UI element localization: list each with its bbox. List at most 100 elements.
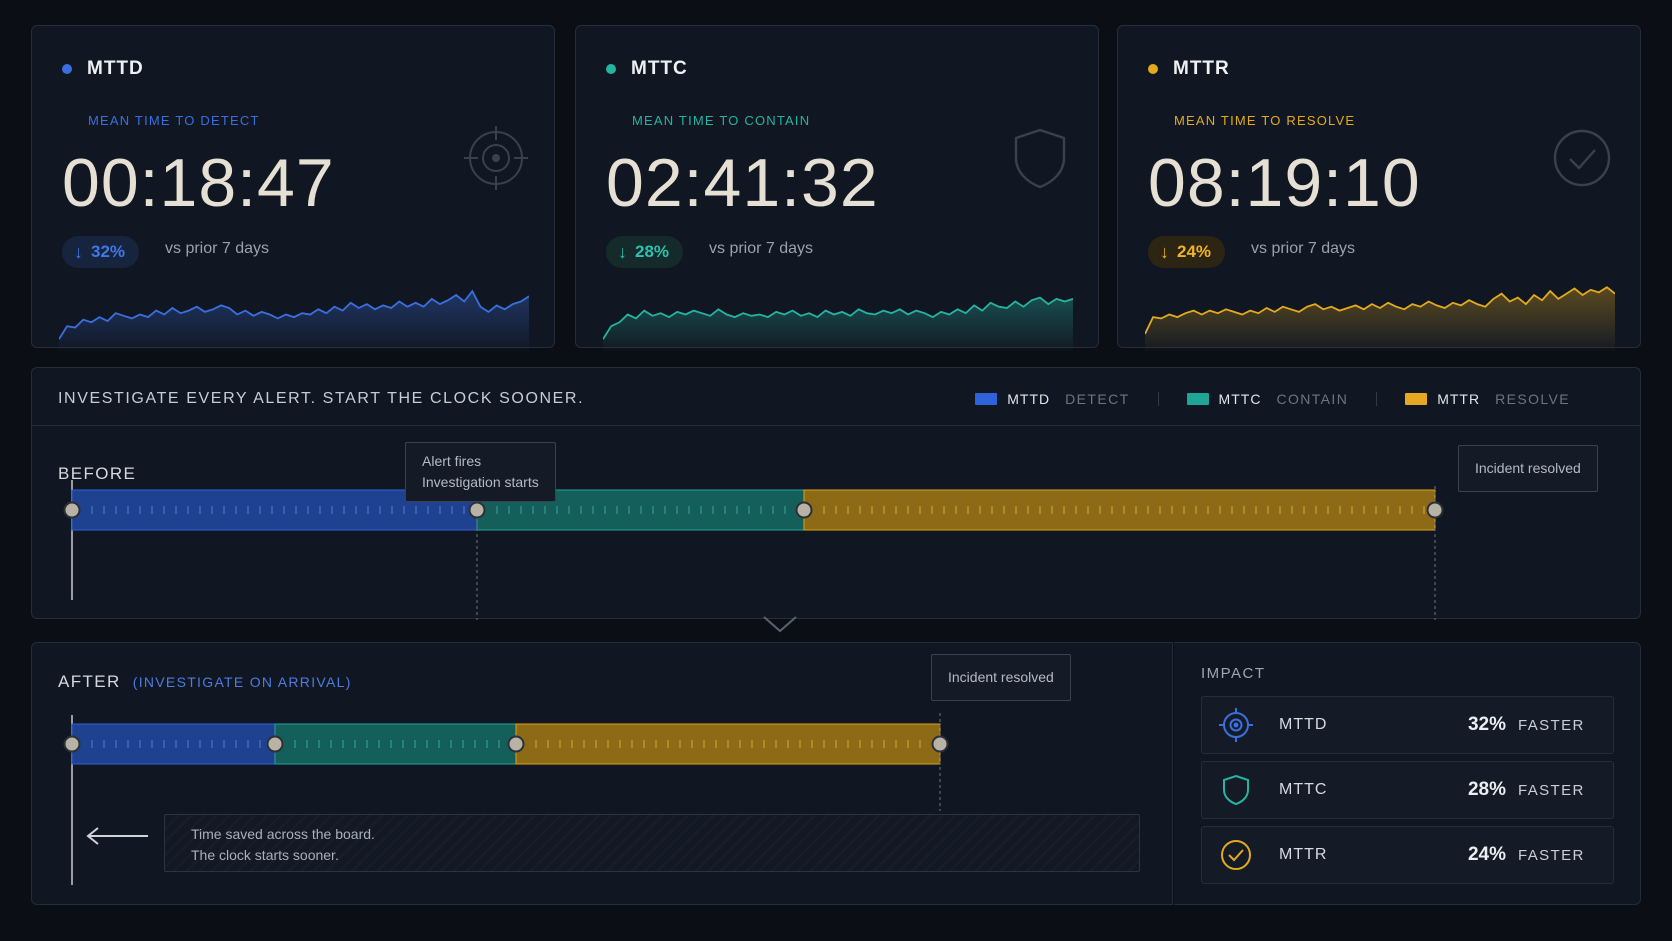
shield-icon <box>1014 128 1066 189</box>
callout-line: Investigation starts <box>422 474 539 490</box>
sparkline-chart <box>1145 286 1615 351</box>
legend-swatch <box>1405 393 1428 405</box>
delta-note: vs prior 7 days <box>1251 240 1356 257</box>
impact-row-mttr: MTTR 24% FASTER <box>1201 826 1614 884</box>
legend-abbr: MTTC <box>1218 391 1262 407</box>
impact-word: FASTER <box>1518 846 1585 864</box>
legend-item-contain: MTTC CONTAIN <box>1186 391 1349 407</box>
impact-word: FASTER <box>1518 781 1585 799</box>
legend-word: DETECT <box>1065 391 1130 407</box>
kpi-card-mttc: MTTC MEAN TIME TO CONTAIN 02:41:32 ↓ 28%… <box>575 25 1099 351</box>
impact-pct: 32% <box>1467 714 1506 735</box>
callout-line: Alert fires <box>422 453 482 469</box>
chevron-down-icon <box>763 616 797 633</box>
impact-pct: 28% <box>1467 779 1506 800</box>
kpi-header: MTTR <box>1148 58 1230 80</box>
timeline-node <box>266 735 284 753</box>
after-sublabel: (INVESTIGATE ON ARRIVAL) <box>132 674 352 690</box>
kpi-abbr: MTTR <box>1173 58 1230 79</box>
saved-line: Time saved across the board. <box>191 826 375 842</box>
kpi-header: MTTC <box>606 58 688 80</box>
legend-word: CONTAIN <box>1276 391 1349 407</box>
timeline-node <box>63 501 81 519</box>
callout-incident-resolved: Incident resolved <box>931 654 1071 701</box>
impact-name: MTTR <box>1279 846 1328 863</box>
impact-pct: 24% <box>1467 844 1506 865</box>
timeline-node <box>468 501 486 519</box>
impact-row-mttc: MTTC 28% FASTER <box>1201 761 1614 819</box>
legend-word: RESOLVE <box>1495 391 1570 407</box>
callout-line: Incident resolved <box>1475 460 1581 476</box>
impact-row-mttd: MTTD 32% FASTER <box>1201 696 1614 754</box>
sparkline-area <box>59 291 529 351</box>
legend-swatch <box>975 393 998 405</box>
impact-panel: IMPACT MTTD 32% FASTER MTTC 28% FASTER M… <box>1174 642 1641 905</box>
delta-value: 28% <box>635 242 670 261</box>
legend-swatch <box>1186 393 1209 405</box>
sparkline-chart <box>603 296 1073 351</box>
target-icon <box>1219 708 1253 742</box>
arrow-down-icon: ↓ <box>74 241 83 262</box>
after-label: AFTER <box>58 672 121 691</box>
impact-name: MTTD <box>1279 716 1328 733</box>
legend-item-detect: MTTD DETECT <box>975 391 1129 407</box>
delta-badge: ↓ 28% <box>606 236 684 268</box>
delta-note: vs prior 7 days <box>709 240 814 257</box>
kpi-full-name: MEAN TIME TO DETECT <box>88 113 260 128</box>
segment-contain <box>274 723 517 765</box>
delta-value: 24% <box>1177 242 1212 261</box>
time-saved-note: Time saved across the board. The clock s… <box>164 814 1140 872</box>
legend: MTTD DETECT MTTC CONTAIN MTTR RESOLVE <box>975 391 1570 407</box>
after-panel: AFTER (INVESTIGATE ON ARRIVAL) Incident r… <box>31 642 1173 905</box>
legend-item-resolve: MTTR RESOLVE <box>1405 391 1570 407</box>
status-dot <box>1148 64 1158 74</box>
callout-alert-fires: Alert fires Investigation starts <box>405 442 556 502</box>
before-panel: INVESTIGATE EVERY ALERT. START THE CLOCK… <box>31 367 1641 620</box>
target-icon <box>464 126 528 190</box>
kpi-time-value: 08:19:10 <box>1148 145 1421 221</box>
callout-incident-resolved: Incident resolved <box>1458 445 1598 492</box>
delta-badge: ↓ 32% <box>62 236 140 268</box>
delta-badge: ↓ 24% <box>1148 236 1226 268</box>
legend-divider <box>1376 392 1378 406</box>
before-label: BEFORE <box>58 464 137 483</box>
kpi-card-mttd: MTTD MEAN TIME TO DETECT 00:18:47 ↓ 32% … <box>31 25 555 351</box>
impact-word: FASTER <box>1518 716 1585 734</box>
kpi-abbr: MTTD <box>87 58 144 79</box>
impact-name: MTTC <box>1279 781 1328 798</box>
sparkline-area <box>1145 287 1615 351</box>
legend-abbr: MTTD <box>1007 391 1051 407</box>
timeline-node <box>795 501 813 519</box>
delta-note: vs prior 7 days <box>165 240 270 257</box>
timeline-node <box>63 735 81 753</box>
sparkline-line <box>1145 286 1615 335</box>
after-timeline <box>63 713 949 885</box>
impact-title: IMPACT <box>1201 665 1266 682</box>
kpi-time-value: 00:18:47 <box>62 145 335 221</box>
sparkline-line <box>603 296 1073 340</box>
saved-line: The clock starts sooner. <box>191 847 339 863</box>
delta-value: 32% <box>91 242 126 261</box>
arrow-left-icon <box>86 827 148 845</box>
arrow-down-icon: ↓ <box>618 241 627 262</box>
legend-divider <box>1157 392 1159 406</box>
kpi-header: MTTD <box>62 58 144 80</box>
segment-detect <box>71 723 276 765</box>
status-dot <box>62 64 72 74</box>
shield-icon <box>1223 774 1249 806</box>
check-circle-icon <box>1221 840 1251 870</box>
check-circle-icon <box>1553 129 1611 187</box>
timeline-node <box>931 735 949 753</box>
sparkline-area <box>603 297 1073 351</box>
arrow-down-icon: ↓ <box>1160 241 1169 262</box>
kpi-time-value: 02:41:32 <box>606 145 879 221</box>
timeline-node <box>1426 501 1444 519</box>
kpi-full-name: MEAN TIME TO RESOLVE <box>1174 113 1356 128</box>
kpi-abbr: MTTC <box>631 58 688 79</box>
sparkline-chart <box>59 289 529 351</box>
legend-abbr: MTTR <box>1437 391 1481 407</box>
callout-line: Incident resolved <box>948 669 1054 685</box>
kpi-card-mttr: MTTR MEAN TIME TO RESOLVE 08:19:10 ↓ 24%… <box>1117 25 1641 351</box>
sparkline-line <box>59 289 529 340</box>
headline: INVESTIGATE EVERY ALERT. START THE CLOCK… <box>58 390 585 407</box>
